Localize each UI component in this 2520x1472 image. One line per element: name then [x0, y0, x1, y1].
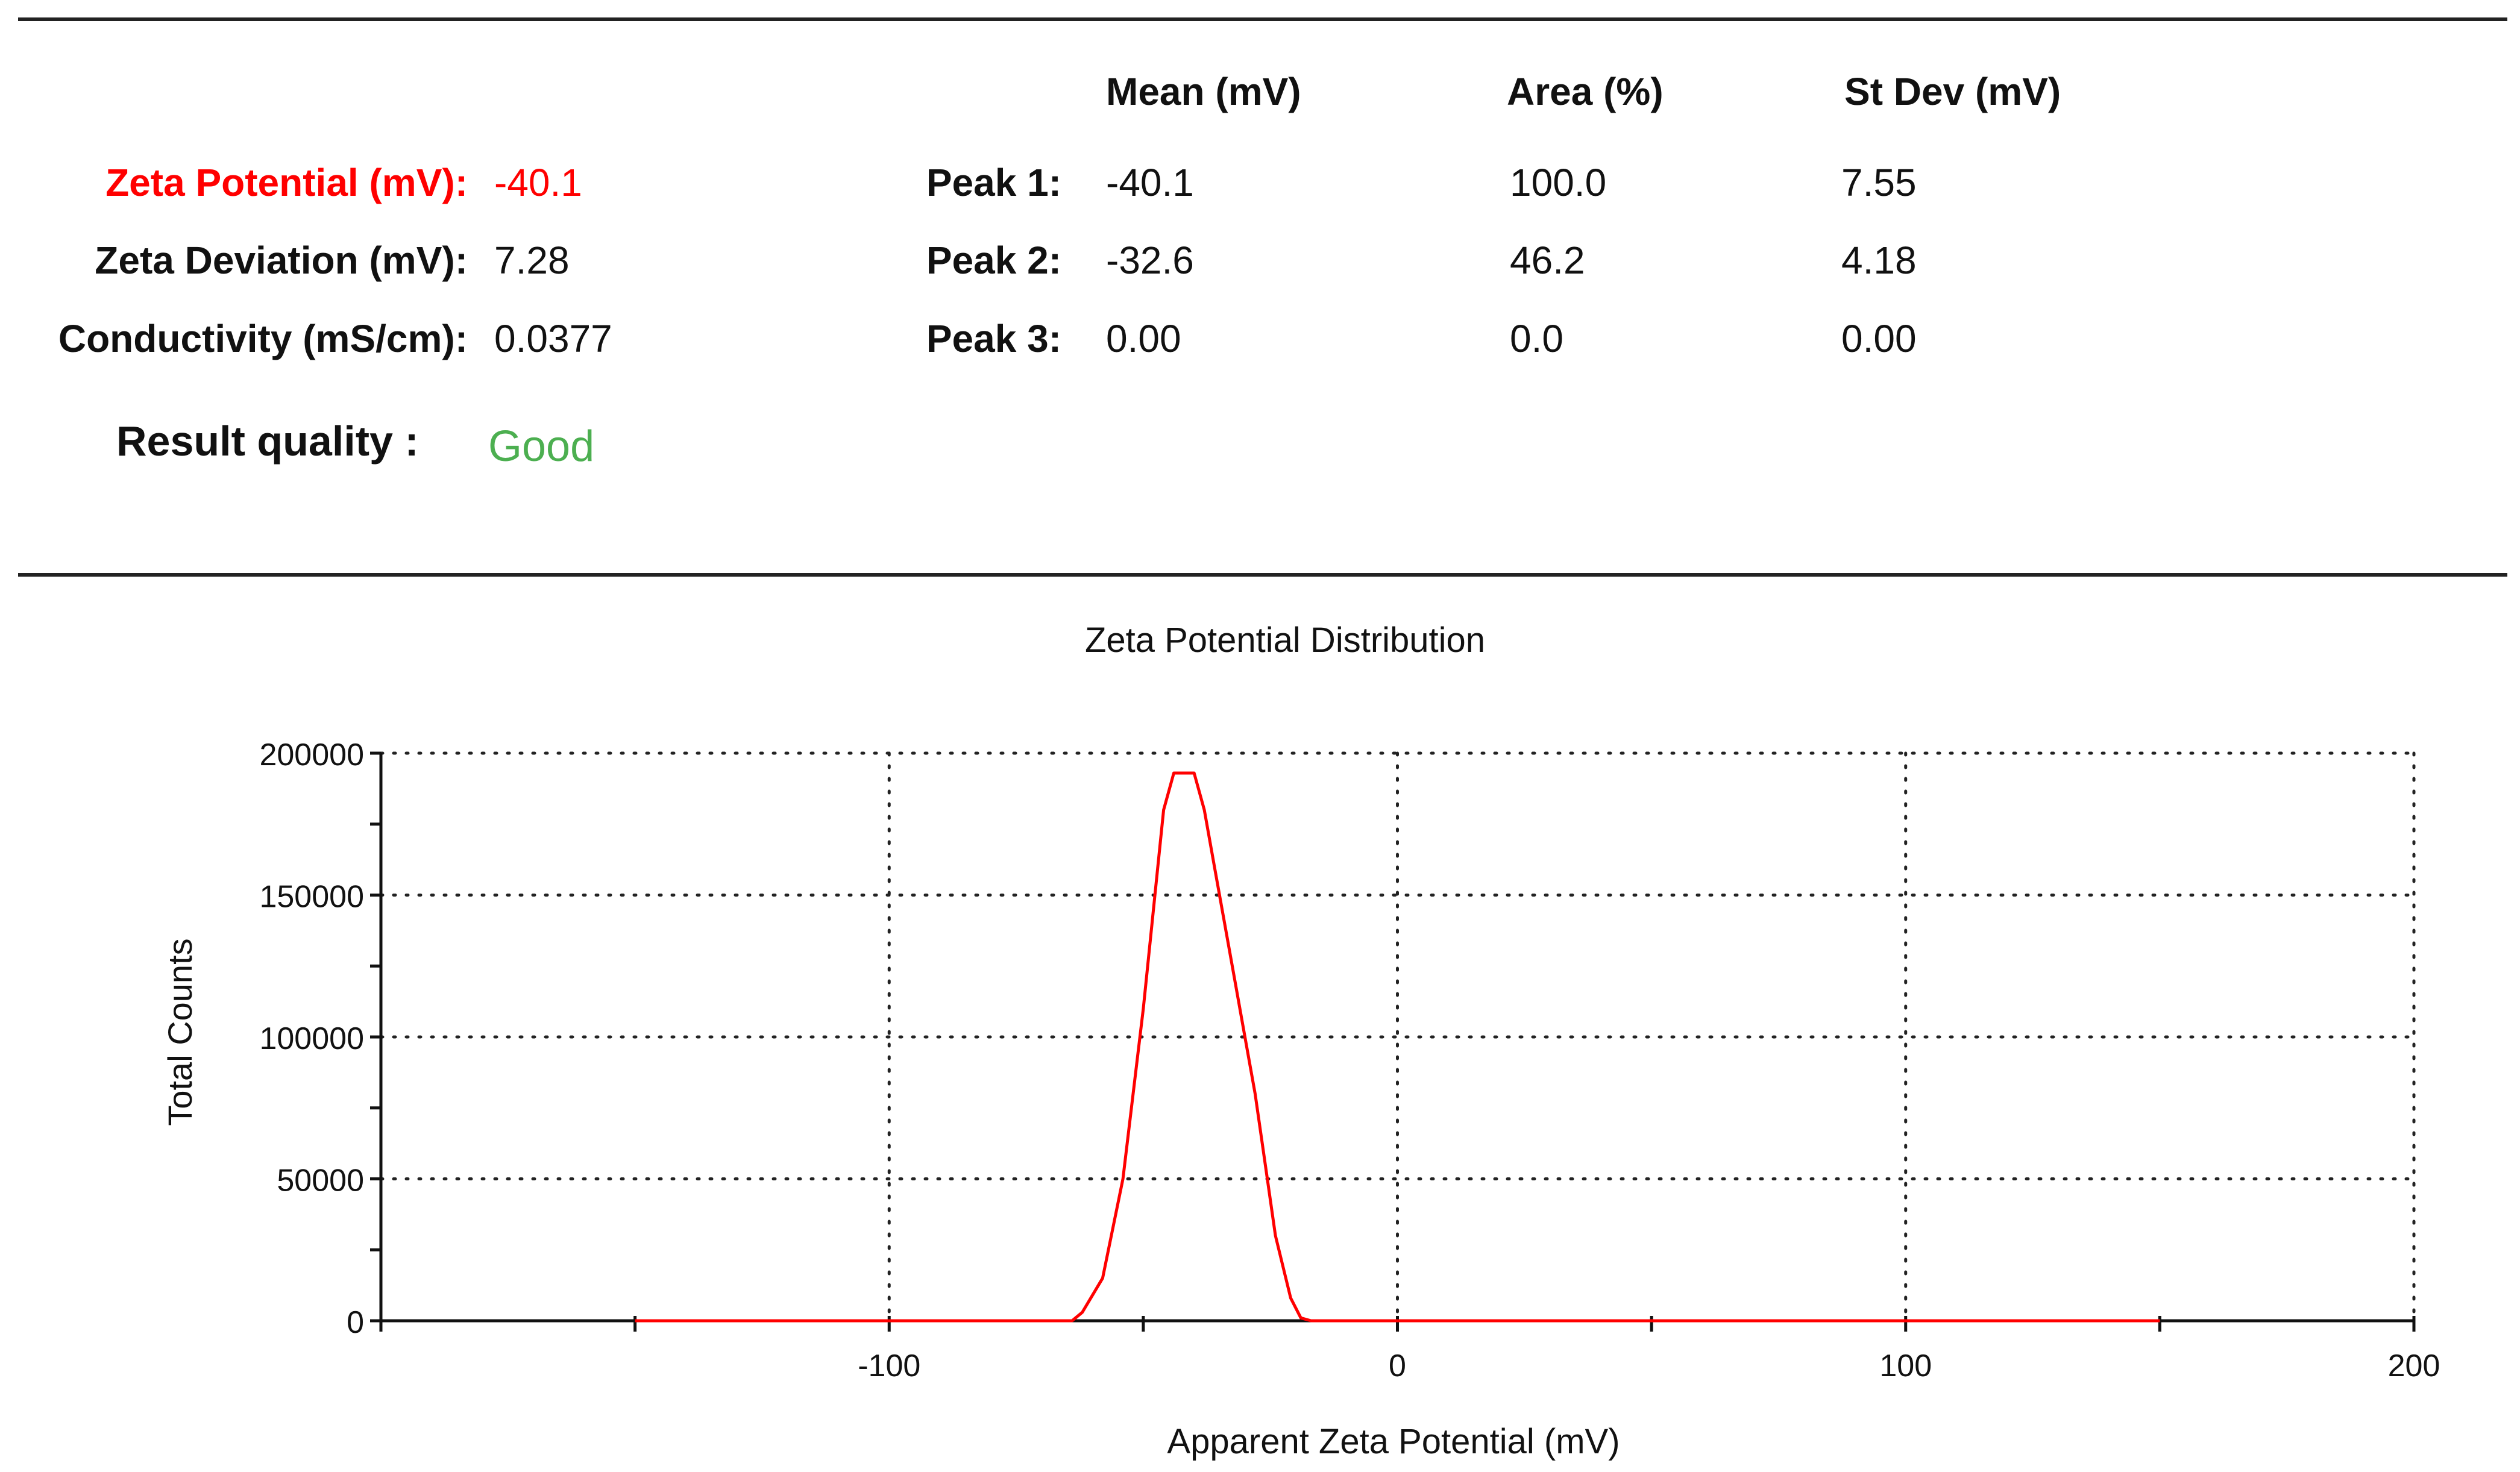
middle-divider: [18, 573, 2507, 577]
peak-2-area: 46.2: [1510, 239, 1585, 282]
zeta-deviation-value: 7.28: [494, 239, 570, 282]
zeta-deviation-label: Zeta Deviation (mV):: [95, 239, 468, 282]
y-tick-label: 100000: [259, 1021, 364, 1056]
x-tick-label: 100: [1879, 1348, 1932, 1383]
y-tick-label: 200000: [259, 738, 364, 772]
chart-gridlines: [379, 751, 2416, 1323]
x-tick-label: 0: [1389, 1348, 1406, 1383]
peak-1-stdev: 7.55: [1841, 161, 1917, 204]
chart-title: Zeta Potential Distribution: [1085, 621, 1485, 660]
top-divider: [18, 17, 2507, 21]
conductivity-label: Conductivity (mS/cm):: [58, 317, 468, 360]
chart-series-group: [635, 771, 2160, 1323]
zeta-potential-label: Zeta Potential (mV):: [105, 161, 468, 204]
result-quality-value: Good: [488, 422, 595, 471]
x-tick-label: -100: [858, 1348, 920, 1383]
peaks-header-stdev: St Dev (mV): [1844, 70, 2061, 113]
y-axis-label: Total Counts: [161, 938, 199, 1126]
result-quality-label: Result quality :: [116, 418, 419, 465]
peak-3-area: 0.0: [1510, 317, 1563, 360]
series-line: [635, 771, 2160, 1323]
peak-3-label: Peak 3:: [926, 317, 1061, 360]
peak-2-stdev: 4.18: [1841, 239, 1917, 282]
y-tick-label: 0: [347, 1305, 364, 1340]
peaks-header-area: Area (%): [1507, 70, 1664, 113]
x-tick-label: 200: [2388, 1348, 2440, 1383]
peak-1-area: 100.0: [1510, 161, 1607, 204]
x-axis-label: Apparent Zeta Potential (mV): [1167, 1422, 1620, 1461]
y-tick-label: 150000: [259, 880, 364, 915]
y-tick-label: 50000: [277, 1164, 364, 1198]
peak-3-mean: 0.00: [1106, 317, 1181, 360]
peak-3-stdev: 0.00: [1841, 317, 1917, 360]
peak-1-label: Peak 1:: [926, 161, 1061, 204]
conductivity-value: 0.0377: [494, 317, 612, 360]
peaks-header-mean: Mean (mV): [1106, 70, 1301, 113]
peak-1-mean: -40.1: [1106, 161, 1194, 204]
peak-2-label: Peak 2:: [926, 239, 1061, 282]
zeta-potential-value: -40.1: [494, 161, 582, 204]
peak-2-mean: -32.6: [1106, 239, 1194, 282]
chart-ticks: 0 50000 100000 150000 200000 -100 0 100 200: [259, 738, 2440, 1383]
